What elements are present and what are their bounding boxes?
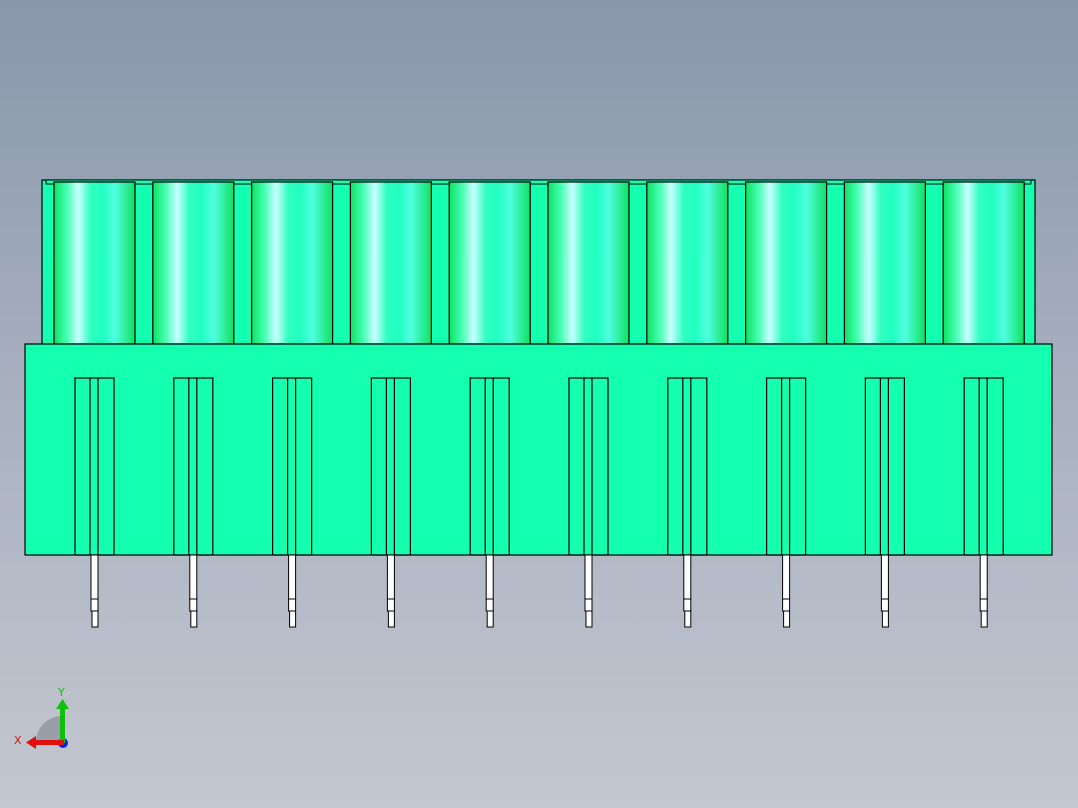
- pin: [683, 554, 692, 600]
- pin: [90, 554, 99, 600]
- y-axis-label: Y: [57, 686, 65, 699]
- x-axis-arrow-icon: [34, 740, 64, 745]
- pin: [485, 554, 494, 600]
- clamp-screw-cylinder: [251, 181, 334, 345]
- clamp-screw-cylinder: [448, 181, 531, 345]
- pin-tip: [486, 610, 494, 628]
- y-axis-arrow-icon: [60, 707, 65, 743]
- pin: [584, 554, 593, 600]
- pin-step: [288, 598, 297, 612]
- pin: [979, 554, 988, 600]
- pin-tip: [980, 610, 988, 628]
- clamp-screw-cylinder: [843, 181, 927, 345]
- pin-tip: [585, 610, 593, 628]
- pin-step: [90, 598, 99, 612]
- pin-tip: [91, 610, 99, 628]
- pin-step: [386, 598, 395, 612]
- pin-step: [979, 598, 988, 612]
- pin: [288, 554, 297, 600]
- pin: [880, 554, 889, 600]
- pin-tip: [881, 610, 889, 628]
- pin-step: [683, 598, 692, 612]
- pin-step: [584, 598, 593, 612]
- clamp-screw-cylinder: [53, 181, 136, 345]
- clamp-screw-cylinder: [349, 181, 432, 345]
- pin-tip: [190, 610, 198, 628]
- top-lip: [45, 179, 1032, 185]
- pin: [386, 554, 395, 600]
- pin-tip: [783, 610, 791, 628]
- pin-tip: [289, 610, 297, 628]
- clamp-screw-cylinder: [152, 181, 235, 345]
- x-axis-label: X: [14, 734, 22, 747]
- triad-plane: [36, 716, 62, 742]
- axis-triad: Y X: [14, 686, 69, 749]
- pin-tip: [387, 610, 395, 628]
- clamp-screw-cylinder: [646, 181, 729, 345]
- base-housing: [24, 343, 1053, 556]
- pin-tip: [684, 610, 692, 628]
- pin: [189, 554, 198, 600]
- clamp-screw-cylinder: [744, 181, 828, 345]
- pin-step: [782, 598, 791, 612]
- clamp-screw-cylinder: [547, 181, 630, 345]
- clamp-screw-cylinder: [942, 181, 1025, 345]
- pin-step: [880, 598, 889, 612]
- pin-step: [485, 598, 494, 612]
- pin: [782, 554, 791, 600]
- pin-step: [189, 598, 198, 612]
- terminal-block-model[interactable]: [24, 179, 1053, 628]
